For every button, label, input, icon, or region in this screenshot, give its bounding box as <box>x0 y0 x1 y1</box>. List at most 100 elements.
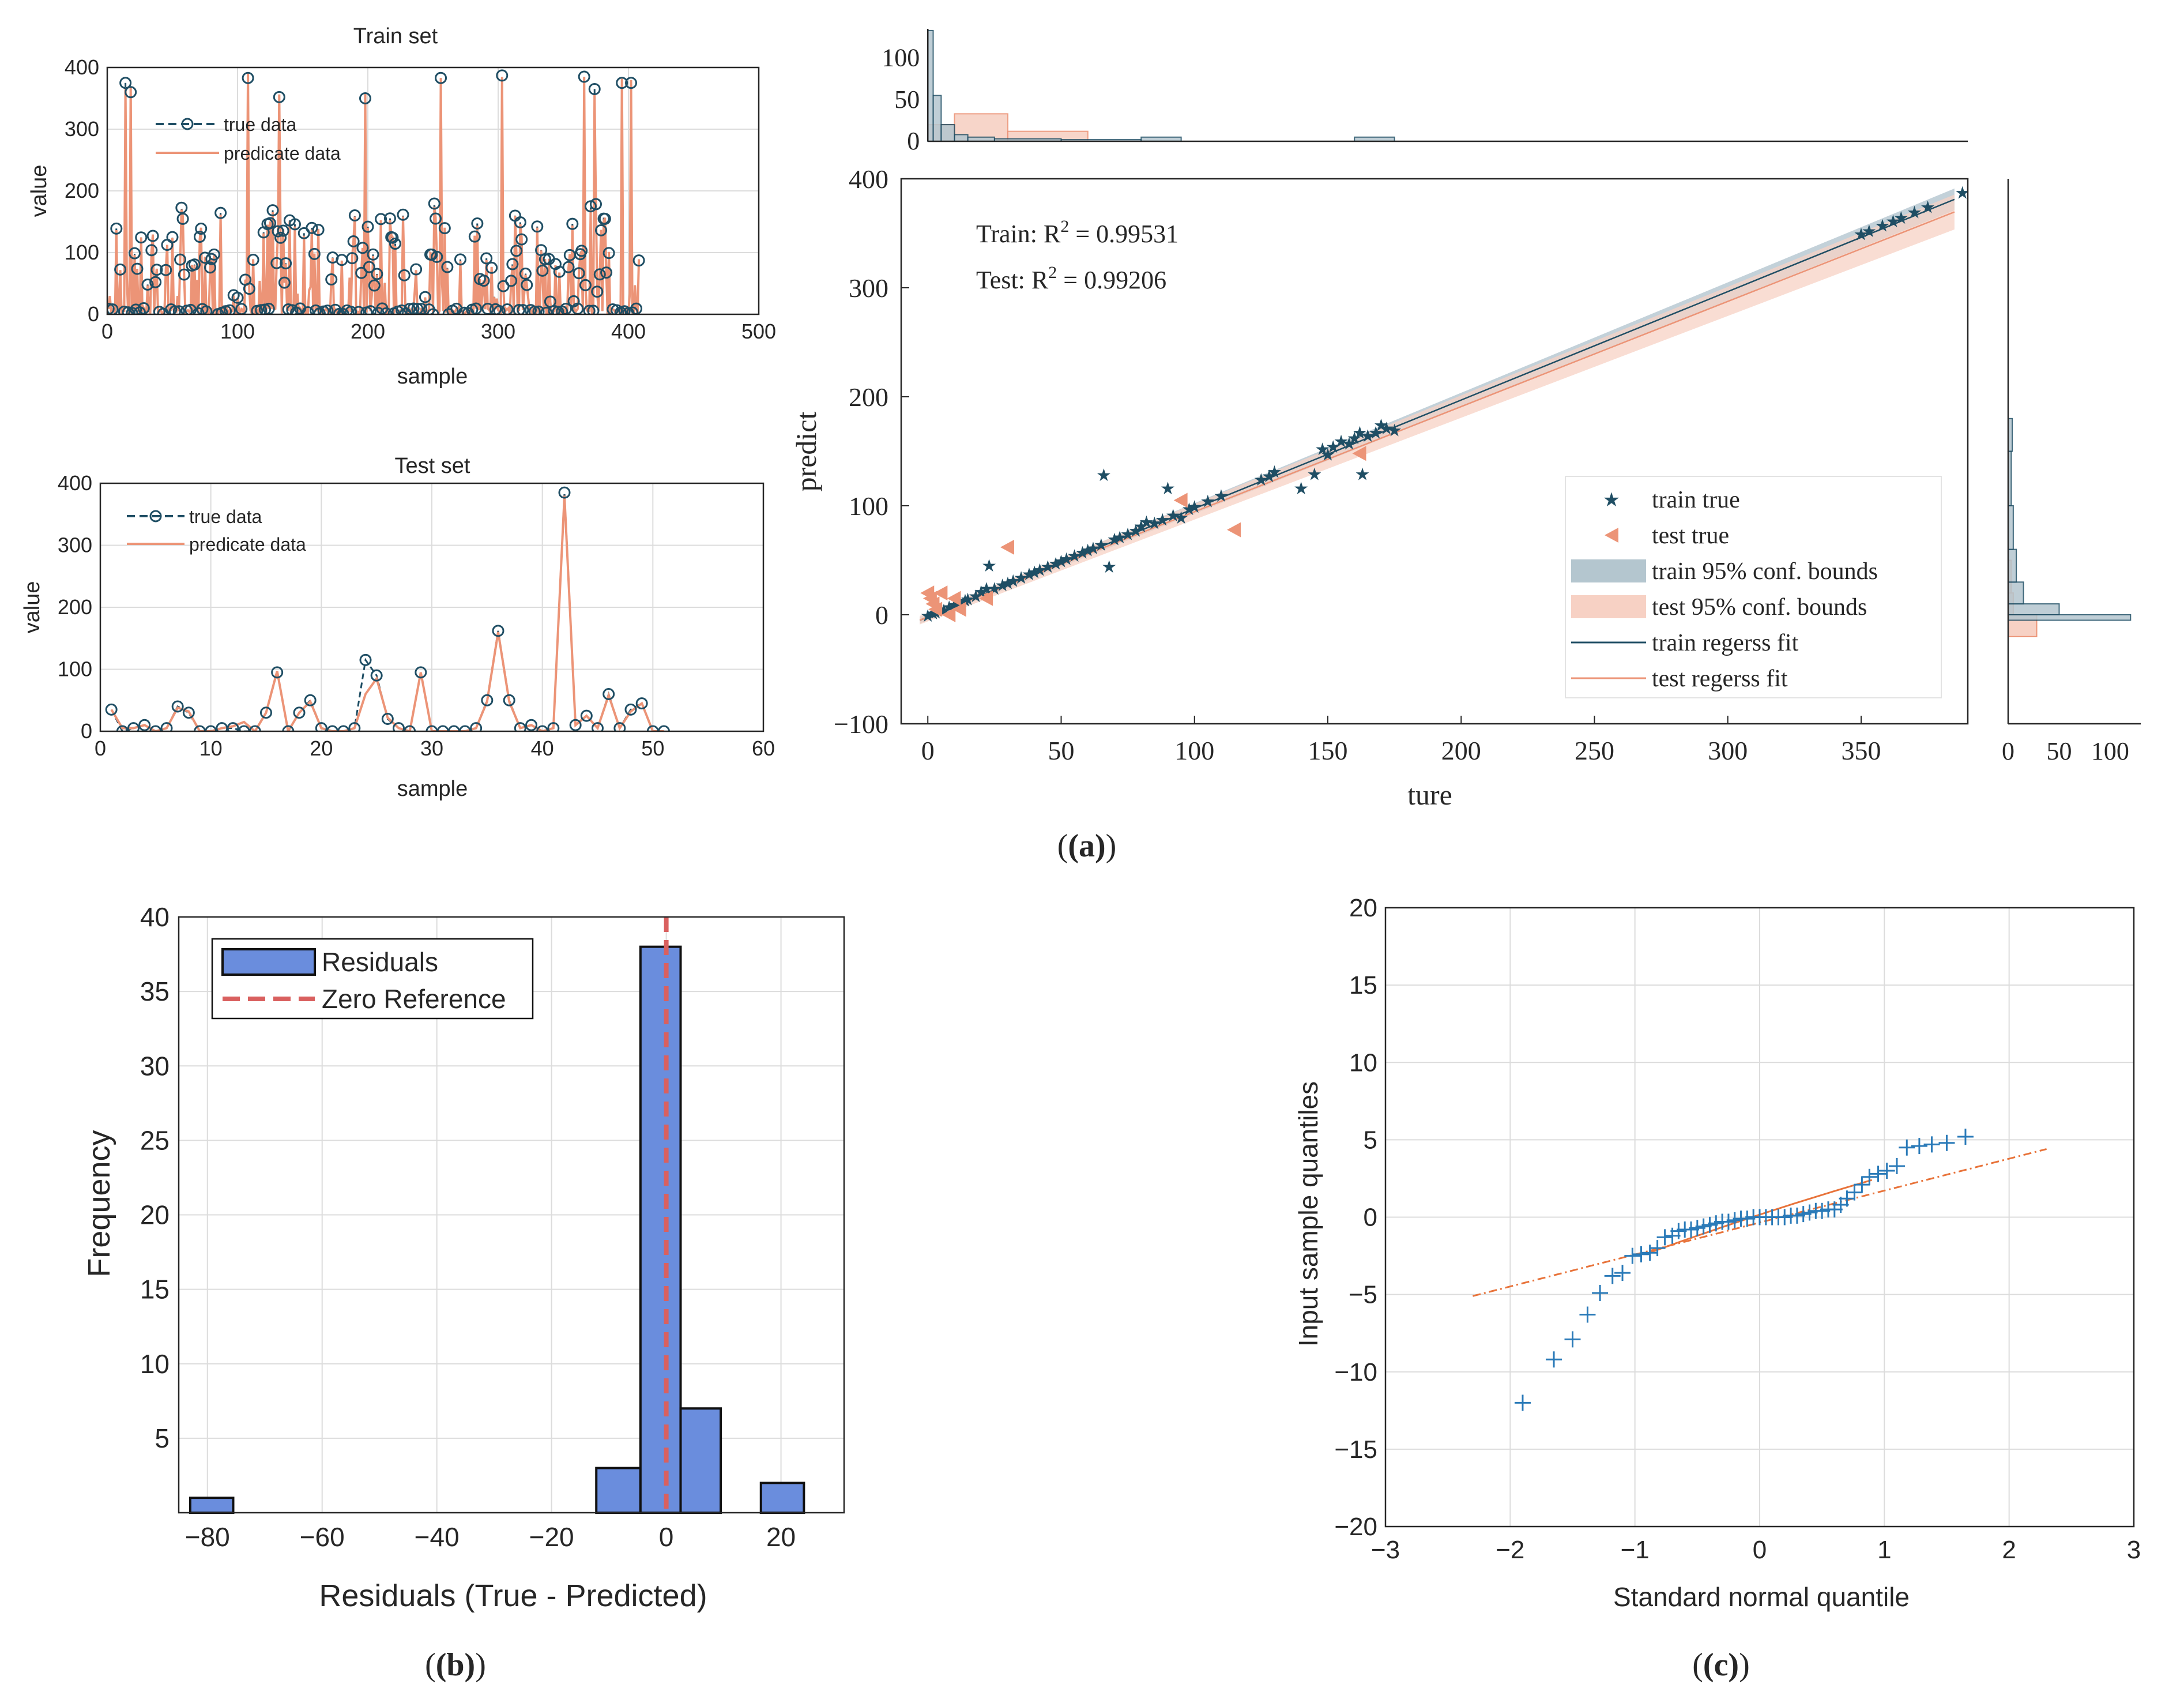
train-true-marker <box>160 264 172 276</box>
train-point: ★ <box>1326 437 1341 457</box>
train-set-title: Train set <box>353 24 438 48</box>
train-point: ★ <box>1040 557 1056 577</box>
train-true-marker <box>431 250 443 263</box>
test-point <box>942 607 956 622</box>
train-true-marker <box>356 242 369 254</box>
train-true-marker <box>308 247 321 260</box>
qq-ytick-label: 0 <box>1364 1204 1377 1232</box>
train-true-marker <box>288 218 301 231</box>
train-point: ★ <box>1139 512 1154 532</box>
residual-bar <box>595 1467 642 1514</box>
test-true-marker <box>447 725 460 731</box>
test-true-marker <box>105 703 118 716</box>
train-point: ★ <box>1214 486 1229 506</box>
train-point: ★ <box>981 556 997 576</box>
train-true-marker <box>611 304 623 314</box>
train-point: ★ <box>1187 497 1202 517</box>
regression-xlabel: ture <box>1407 779 1452 811</box>
train-true-marker <box>468 230 481 243</box>
test-r2-annotation: Test: R2 = 0.99206 <box>976 263 1166 294</box>
train-point: ★ <box>1200 492 1215 512</box>
train-point: ★ <box>1027 562 1042 582</box>
test-true-marker <box>205 725 217 731</box>
resid-ytick-label: 10 <box>140 1349 170 1379</box>
resid-xtick-label: −80 <box>185 1522 230 1552</box>
qq-ytick-label: 10 <box>1349 1048 1377 1077</box>
train-true-marker <box>306 221 318 234</box>
test-true-marker <box>558 486 571 499</box>
qq-point <box>1888 1157 1905 1174</box>
test-true-marker <box>149 725 162 731</box>
qq-ytick-label: 15 <box>1349 971 1377 999</box>
top-hist-train-bar <box>932 95 942 142</box>
resid-xtick-label: −60 <box>300 1522 345 1552</box>
train-legend-pred-label: predicate data <box>224 143 341 164</box>
residual-bar <box>639 945 682 1514</box>
reg-xtick-label: 250 <box>1575 736 1614 765</box>
test-true-marker <box>260 706 272 719</box>
train-true-marker <box>277 224 289 237</box>
train-true-marker <box>496 69 509 82</box>
reg-data-group: ★★★★★★★★★★★★★★★★★★★★★★★★★★★★★★★★★★★★★★★★… <box>919 183 1968 626</box>
train-true-marker <box>174 253 187 266</box>
right-hist-xtick-label: 0 <box>2002 737 2014 765</box>
train-true-marker <box>346 252 359 265</box>
train-true-marker <box>247 254 259 266</box>
test-xtick-label: 60 <box>752 736 775 760</box>
reg-legend-label: test regerss fit <box>1652 666 1788 692</box>
train-true-marker <box>280 257 292 270</box>
test-true-marker <box>635 697 648 710</box>
legend-test-band-swatch <box>1571 595 1646 618</box>
test-series-group <box>105 486 670 731</box>
test-predicate-line <box>110 495 664 731</box>
reg-ytick-label: 200 <box>849 382 888 412</box>
train-true-marker <box>266 204 279 217</box>
qq-xtick-label: −1 <box>1621 1536 1650 1564</box>
reg-xtick-label: 100 <box>1174 736 1214 765</box>
top-hist-ytick-label: 100 <box>882 44 920 72</box>
qq-point <box>1656 1229 1673 1246</box>
train-point: ★ <box>1128 521 1144 542</box>
train-true-marker <box>510 245 523 257</box>
qq-ytick-label: 5 <box>1364 1126 1377 1154</box>
test-ytick-label: 400 <box>58 471 92 495</box>
train-true-marker <box>145 244 158 257</box>
train-true-marker <box>625 77 638 89</box>
reg-ytick-label: 100 <box>849 491 888 521</box>
train-true-marker <box>119 77 132 89</box>
train-true-marker <box>480 252 493 265</box>
train-point: ★ <box>1360 426 1376 446</box>
train-true-marker <box>573 267 585 280</box>
train-true-marker <box>130 303 142 314</box>
train-true-marker <box>575 245 588 257</box>
train-point: ★ <box>1000 573 1016 593</box>
qq-point <box>1624 1247 1641 1264</box>
train-true-marker <box>397 208 409 221</box>
train-true-marker <box>325 273 338 286</box>
test-true-line <box>110 493 664 731</box>
train-xtick-label: 200 <box>351 319 385 343</box>
test-true-marker <box>182 706 195 719</box>
train-true-marker <box>264 217 276 230</box>
test-true-marker <box>138 719 151 731</box>
train-true-marker <box>477 275 490 287</box>
train-true-marker <box>146 230 159 242</box>
train-true-marker <box>553 265 566 278</box>
resid-ytick-label: 25 <box>140 1125 170 1155</box>
train-true-marker <box>118 305 130 314</box>
train-point: ★ <box>1096 465 1112 486</box>
test-true-marker <box>547 722 560 731</box>
train-xtick-label: 100 <box>220 319 255 343</box>
train-point: ★ <box>1101 557 1117 577</box>
train-point: ★ <box>1120 524 1136 544</box>
train-true-marker <box>428 197 440 210</box>
qq-xtick-label: 3 <box>2127 1536 2141 1564</box>
test-set-xlabel: sample <box>397 777 468 801</box>
train-true-marker <box>172 305 185 314</box>
qq-point <box>1911 1138 1927 1155</box>
train-true-marker <box>513 304 525 314</box>
test-true-marker <box>370 669 383 682</box>
train-true-marker <box>371 268 383 280</box>
reg-xtick-label: 0 <box>921 736 935 765</box>
train-true-marker <box>178 268 190 281</box>
